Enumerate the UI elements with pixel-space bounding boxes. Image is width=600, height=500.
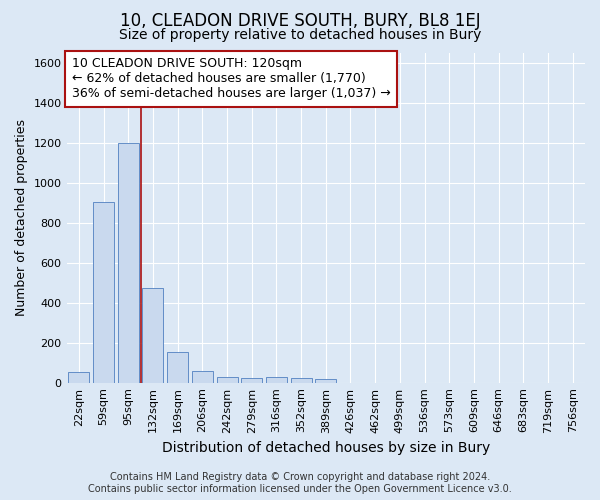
Bar [68, 372, 89, 382]
Text: Size of property relative to detached houses in Bury: Size of property relative to detached ho… [119, 28, 481, 42]
Text: 10, CLEADON DRIVE SOUTH, BURY, BL8 1EJ: 10, CLEADON DRIVE SOUTH, BURY, BL8 1EJ [119, 12, 481, 30]
Bar [217, 377, 238, 382]
Bar [118, 142, 139, 382]
Bar [266, 376, 287, 382]
Bar [93, 202, 114, 382]
X-axis label: Distribution of detached houses by size in Bury: Distribution of detached houses by size … [161, 441, 490, 455]
Bar [315, 378, 336, 382]
Bar [192, 371, 213, 382]
Y-axis label: Number of detached properties: Number of detached properties [15, 119, 28, 316]
Bar [142, 288, 163, 382]
Bar [241, 378, 262, 382]
Text: 10 CLEADON DRIVE SOUTH: 120sqm
← 62% of detached houses are smaller (1,770)
36% : 10 CLEADON DRIVE SOUTH: 120sqm ← 62% of … [72, 58, 391, 100]
Bar [290, 378, 311, 382]
Text: Contains HM Land Registry data © Crown copyright and database right 2024.
Contai: Contains HM Land Registry data © Crown c… [88, 472, 512, 494]
Bar [167, 352, 188, 382]
